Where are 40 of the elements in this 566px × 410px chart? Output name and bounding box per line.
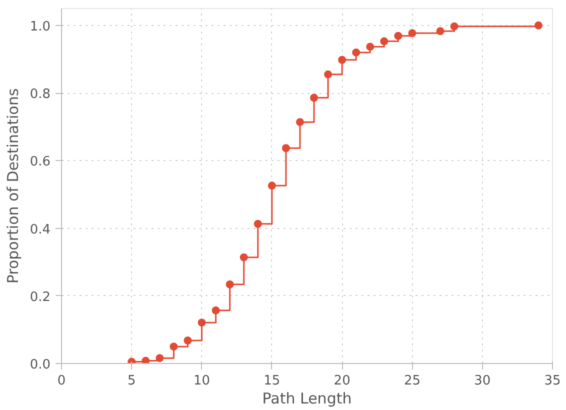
x-tick-label: 20 [334,374,350,388]
point [142,356,150,364]
point [324,70,332,78]
y-tick-label: 0.6 [30,154,51,170]
x-tick-label: 35 [544,374,561,388]
x-axis-title: Path Length [262,390,352,408]
point [268,182,276,190]
point [450,22,458,30]
point [170,342,178,351]
point [226,280,234,288]
point [282,144,290,152]
x-tick-label: 25 [404,374,420,388]
point [156,354,164,362]
x-tick-label: 0 [57,374,66,388]
point [534,21,542,30]
y-tick-label: 0.2 [30,290,51,305]
y-tick-label: 1.0 [30,19,51,34]
y-axis-title: Proportion of Destinations [4,88,22,284]
x-tick-label: 15 [264,374,280,388]
point [254,220,262,228]
point [198,318,206,327]
y-tick-label: 0.8 [30,87,51,102]
point [394,32,402,40]
point [212,306,220,314]
point [352,48,360,56]
point [310,94,318,102]
point [296,118,304,126]
point [338,56,346,64]
point [184,336,192,345]
y-tick-label: 0.0 [30,358,51,372]
point [128,358,136,364]
point [408,29,416,38]
point [436,27,444,36]
x-tick-label: 10 [194,374,210,388]
x-tick-label: 30 [474,374,491,388]
point [380,37,388,46]
point [240,253,248,262]
point [366,42,374,51]
x-tick-label: 5 [128,374,136,388]
y-tick-label: 0.4 [30,222,51,238]
